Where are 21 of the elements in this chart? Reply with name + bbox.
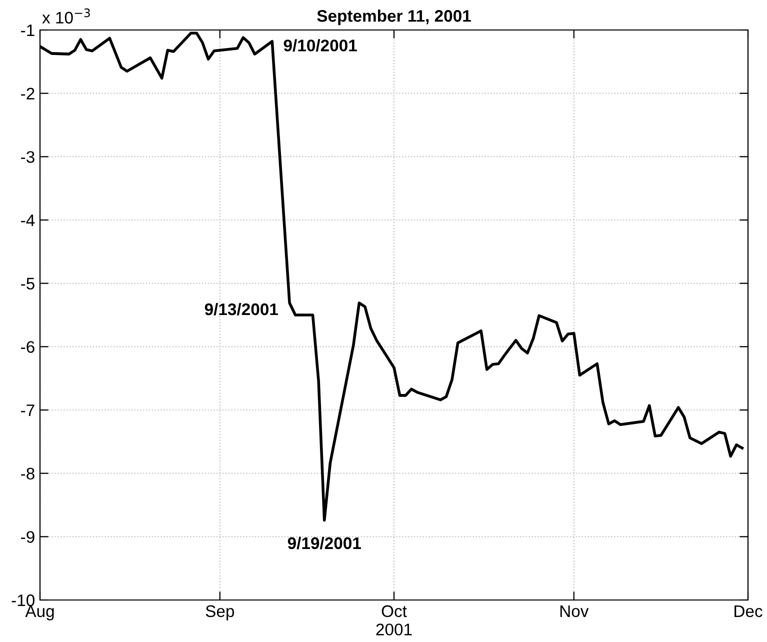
y-tick-label: -6 xyxy=(21,341,34,353)
y-tick-label: -2 xyxy=(21,88,34,100)
annotation: 9/19/2001 xyxy=(288,536,361,550)
x-tick-label: Sep xyxy=(206,605,234,620)
y-tick-label: -10 xyxy=(12,594,34,606)
x-tick-label: Nov xyxy=(560,605,589,618)
annotation: 9/13/2001 xyxy=(204,302,278,316)
x-tick-label: Oct xyxy=(382,605,407,618)
y-tick-label: -5 xyxy=(21,278,34,290)
y-tick-label: -4 xyxy=(21,214,35,226)
x-tick-label: Aug xyxy=(25,605,54,620)
x-tick-label: Dec xyxy=(734,605,762,618)
y-tick-label: -9 xyxy=(21,531,34,543)
y-tick-label: -8 xyxy=(21,468,34,480)
text: x 10$^{−3}$ xyxy=(42,8,90,24)
y-tick-label: -3 xyxy=(21,151,34,163)
x-axis-title: 2001 xyxy=(376,624,412,636)
chart-title: September 11, 2001 xyxy=(317,10,471,26)
annotation: 9/10/2001 xyxy=(284,39,357,52)
y-tick-label: -1 xyxy=(21,24,34,36)
y-tick-label: -7 xyxy=(21,404,34,416)
